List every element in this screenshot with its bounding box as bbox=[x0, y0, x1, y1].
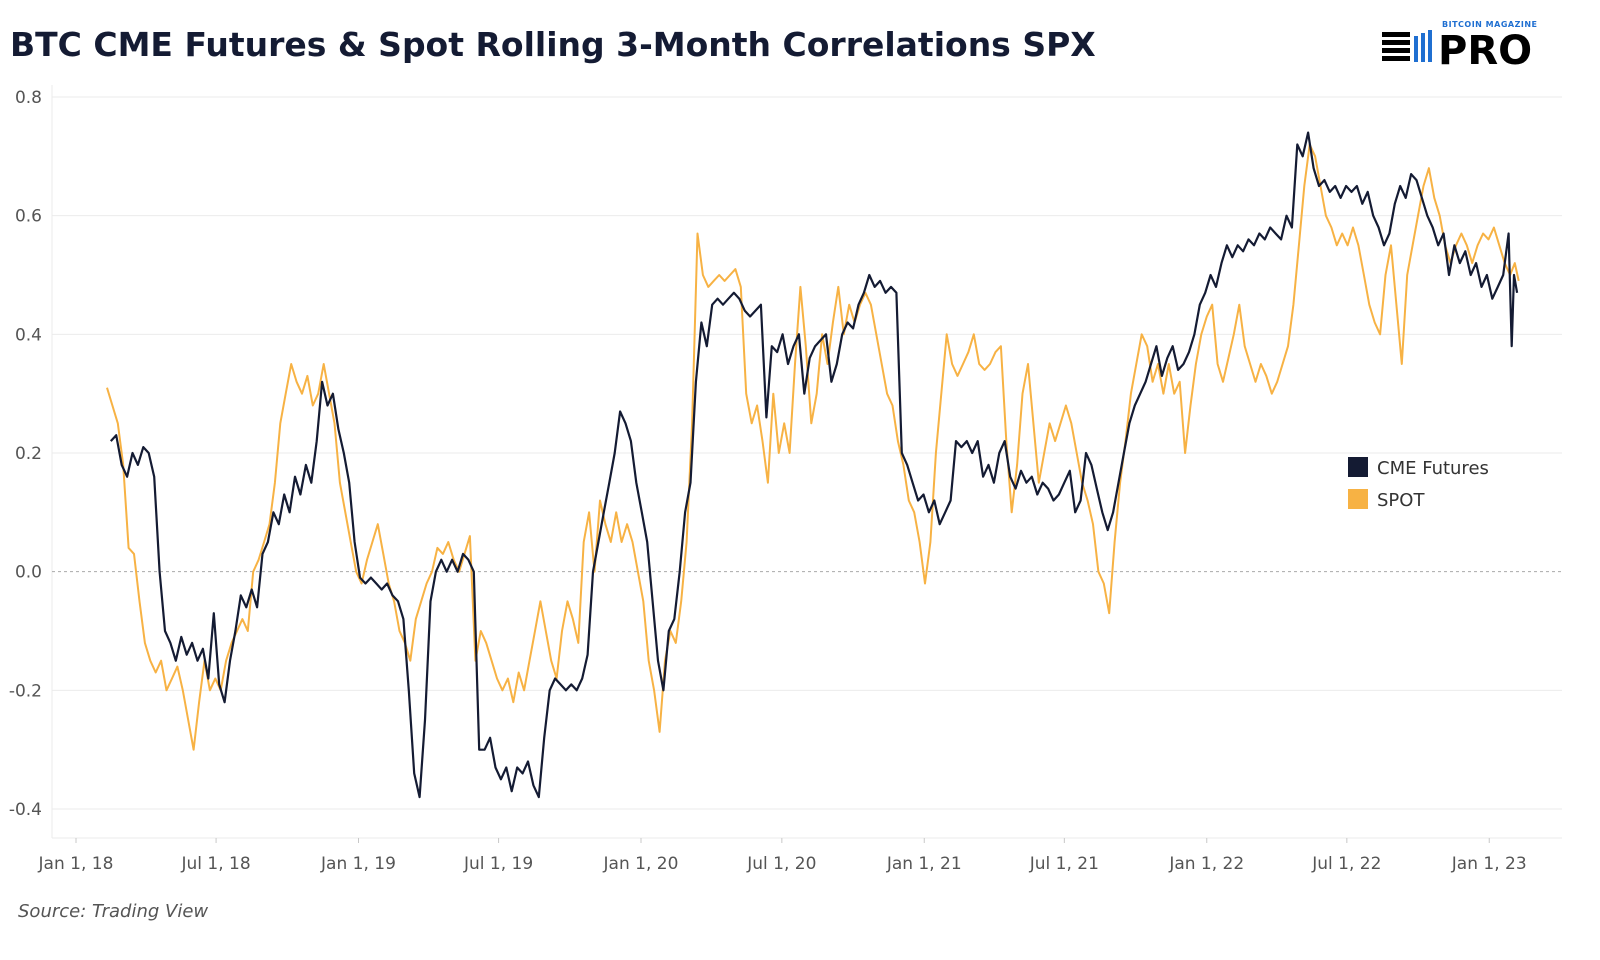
logo-top-text: BITCOIN MAGAZINE bbox=[1442, 20, 1538, 29]
legend-label-cme-futures: CME Futures bbox=[1377, 458, 1489, 479]
source-note: Source: Trading View bbox=[18, 901, 208, 922]
logo-stripes-icon bbox=[1382, 30, 1432, 62]
y-tick-label-0-8: 0.8 bbox=[15, 88, 42, 108]
y-tick-label-0-0: 0.0 bbox=[15, 563, 42, 583]
y-axis-ticks: 0.8 0.6 0.4 0.2 0.0 -0.2 -0.4 bbox=[9, 88, 42, 820]
x-tick-label-jan-1-22: Jan 1, 22 bbox=[1168, 854, 1244, 874]
chart-title: BTC CME Futures & Spot Rolling 3-Month C… bbox=[10, 25, 1096, 64]
x-tick-label-jan-1-18: Jan 1, 18 bbox=[38, 854, 114, 874]
x-tick-label-jan-1-23: Jan 1, 23 bbox=[1451, 854, 1527, 874]
x-tick-label-jul-1-18: Jul 1, 18 bbox=[180, 854, 250, 874]
x-tick-label-jan-1-21: Jan 1, 21 bbox=[886, 854, 962, 874]
legend-swatch-spot bbox=[1348, 489, 1368, 509]
legend-label-spot: SPOT bbox=[1377, 490, 1425, 511]
x-tick-label-jul-1-21: Jul 1, 21 bbox=[1029, 854, 1099, 874]
bitcoin-magazine-pro-logo: BITCOIN MAGAZINE PRO bbox=[1382, 20, 1538, 74]
y-tick-label-0-2: 0.2 bbox=[15, 444, 42, 464]
x-tick-label-jul-1-20: Jul 1, 20 bbox=[746, 854, 816, 874]
grid bbox=[51, 85, 1562, 839]
x-axis-ticks: Jan 1, 18 Jul 1, 18 Jan 1, 19 Jul 1, 19 Jan … bbox=[38, 838, 1527, 874]
y-tick-label-0-2: -0.2 bbox=[9, 681, 42, 701]
series-layer bbox=[106, 131, 1520, 799]
y-tick-label-0-4: -0.4 bbox=[9, 800, 42, 820]
y-tick-label-0-4: 0.4 bbox=[15, 325, 42, 345]
legend-swatch-cme-futures bbox=[1348, 457, 1368, 477]
x-tick-label-jan-1-19: Jan 1, 19 bbox=[320, 854, 396, 874]
legend: CME Futures SPOT bbox=[1348, 457, 1489, 511]
logo-main-text: PRO bbox=[1438, 28, 1532, 74]
x-tick-label-jul-1-19: Jul 1, 19 bbox=[463, 854, 533, 874]
x-tick-label-jan-1-20: Jan 1, 20 bbox=[603, 854, 679, 874]
series-line-cme-futures bbox=[109, 131, 1519, 799]
x-tick-label-jul-1-22: Jul 1, 22 bbox=[1311, 854, 1381, 874]
y-tick-label-0-6: 0.6 bbox=[15, 207, 42, 227]
series-line-spot bbox=[106, 143, 1520, 751]
